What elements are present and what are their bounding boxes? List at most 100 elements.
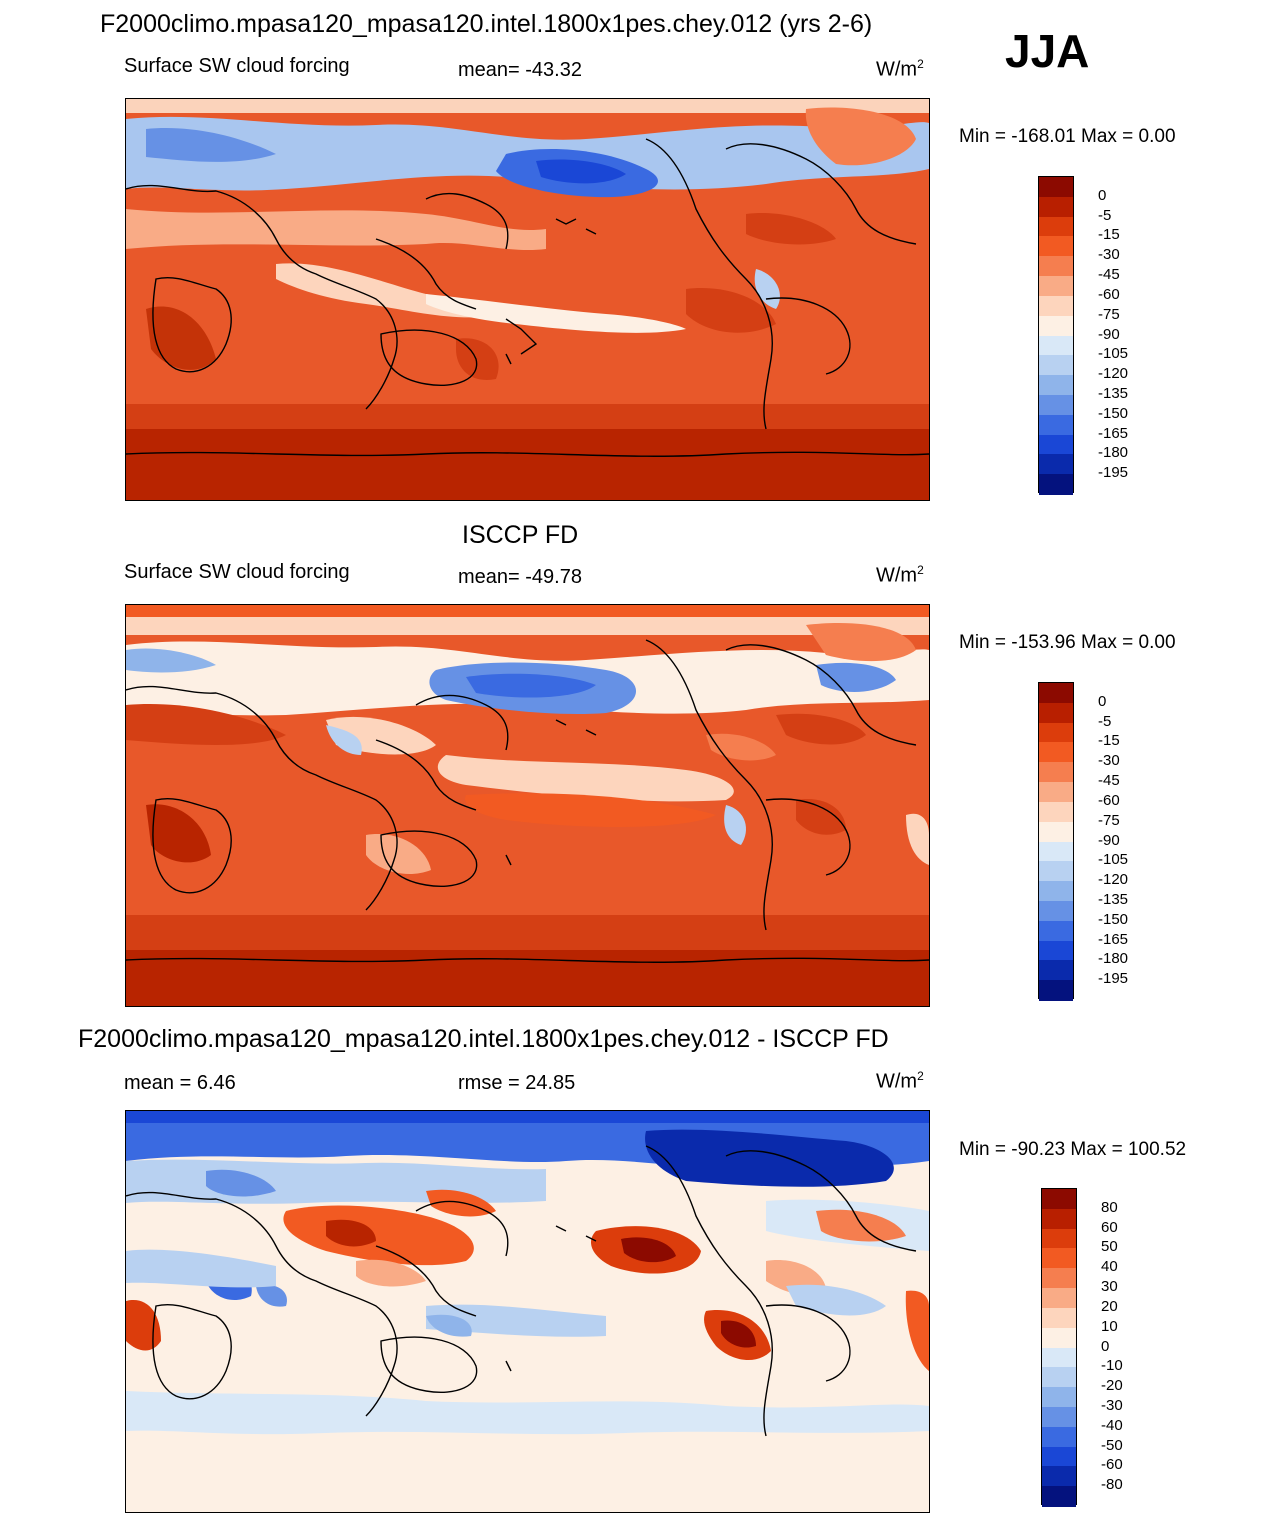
colorbar-level-label: 30 <box>1101 1278 1118 1296</box>
colorbar-level-label: -180 <box>1098 444 1129 462</box>
colorbar-level-label: -5 <box>1098 206 1112 224</box>
colorbar-level-label: 60 <box>1101 1218 1118 1236</box>
colorbar-level-label: 0 <box>1101 1337 1110 1355</box>
colorbar-level-label: -150 <box>1098 910 1129 928</box>
panel-model-title: F2000climo.mpasa120_mpasa120.intel.1800x… <box>100 10 873 38</box>
colorbar-level-label: -30 <box>1098 752 1120 770</box>
colorbar-level-label: -195 <box>1098 464 1129 482</box>
colorbar-swatch <box>1039 474 1073 495</box>
panel-diff-minmax: Min = -90.23 Max = 100.52 <box>959 1139 1187 1160</box>
colorbar-level-label: 20 <box>1101 1297 1118 1315</box>
panel-obs-mean-label: mean= -49.78 <box>458 566 582 588</box>
colorbar-swatch <box>1042 1327 1076 1348</box>
colorbar-swatch <box>1039 980 1073 1001</box>
colorbar-level-label: -30 <box>1101 1396 1123 1414</box>
colorbar-swatch <box>1042 1248 1076 1269</box>
panel-obs-units: W/m2 <box>876 563 924 587</box>
colorbar-swatch <box>1042 1208 1076 1230</box>
panel-model-mean-label: mean= -43.32 <box>458 59 582 81</box>
colorbar-level-label: -20 <box>1101 1377 1123 1395</box>
colorbar-swatch <box>1042 1387 1076 1408</box>
colorbar-swatch <box>1042 1268 1076 1289</box>
colorbar-level-label: -180 <box>1098 950 1129 968</box>
colorbar-swatch <box>1039 960 1073 981</box>
colorbar-level-label: -50 <box>1101 1436 1123 1454</box>
colorbar-swatch <box>1039 196 1073 218</box>
colorbar-swatch <box>1039 920 1073 942</box>
colorbar-swatch <box>1039 861 1073 882</box>
colorbar-level-label: -60 <box>1098 285 1120 303</box>
colorbar-level-label: -40 <box>1101 1416 1123 1434</box>
colorbar-swatch <box>1039 702 1073 724</box>
colorbar-swatch <box>1039 177 1073 198</box>
colorbar-level-label: -15 <box>1098 226 1120 244</box>
panel-obs-variable-label: Surface SW cloud forcing <box>124 561 350 583</box>
colorbar-level-label: 50 <box>1101 1238 1118 1256</box>
panel-model-units: W/m2 <box>876 57 924 81</box>
colorbar-level-label: -75 <box>1098 811 1120 829</box>
colorbar-level-label: -195 <box>1098 970 1129 988</box>
colorbar-swatch <box>1039 276 1073 297</box>
colorbar-swatch <box>1042 1288 1076 1309</box>
colorbar-level-label: 40 <box>1101 1258 1118 1276</box>
colorbar-swatch <box>1039 742 1073 763</box>
colorbar-swatch <box>1039 256 1073 277</box>
colorbar-swatch <box>1039 355 1073 376</box>
panel-obs-title: ISCCP FD <box>462 521 579 549</box>
panel-obs-colorbar <box>1038 682 1074 1001</box>
colorbar-swatch <box>1042 1347 1076 1368</box>
colorbar-swatch <box>1039 762 1073 783</box>
season-label: JJA <box>1005 25 1090 77</box>
colorbar-swatch <box>1039 236 1073 257</box>
colorbar-level-label: -60 <box>1101 1456 1123 1474</box>
colorbar-swatch <box>1042 1307 1076 1329</box>
colorbar-level-label: -15 <box>1098 732 1120 750</box>
colorbar-level-label: -90 <box>1098 325 1120 343</box>
colorbar-swatch <box>1039 295 1073 317</box>
colorbar-level-label: 80 <box>1101 1198 1118 1216</box>
colorbar-level-label: -30 <box>1098 246 1120 264</box>
colorbar-swatch <box>1042 1426 1076 1448</box>
colorbar-swatch <box>1039 801 1073 823</box>
colorbar-swatch <box>1039 940 1073 961</box>
colorbar-level-label: -5 <box>1098 712 1112 730</box>
panel-model-variable-label: Surface SW cloud forcing <box>124 55 350 77</box>
colorbar-level-label: -165 <box>1098 424 1129 442</box>
colorbar-level-label: -80 <box>1101 1476 1123 1494</box>
colorbar-swatch <box>1042 1446 1076 1467</box>
colorbar-swatch <box>1042 1228 1076 1249</box>
colorbar-swatch <box>1039 335 1073 356</box>
panel-diff-colorbar <box>1041 1188 1077 1507</box>
colorbar-level-label: -135 <box>1098 890 1129 908</box>
colorbar-level-label: -135 <box>1098 384 1129 402</box>
colorbar-level-label: 0 <box>1098 186 1107 204</box>
colorbar-level-label: -10 <box>1101 1357 1123 1375</box>
colorbar-swatch <box>1039 821 1073 842</box>
colorbar-level-label: -165 <box>1098 930 1129 948</box>
colorbar-level-label: -105 <box>1098 851 1129 869</box>
colorbar-swatch <box>1042 1466 1076 1487</box>
colorbar-swatch <box>1039 394 1073 416</box>
colorbar-swatch <box>1042 1486 1076 1507</box>
colorbar-swatch <box>1039 434 1073 455</box>
panel-obs-minmax: Min = -153.96 Max = 0.00 <box>959 632 1176 653</box>
colorbar-swatch <box>1039 881 1073 902</box>
panel-model-minmax: Min = -168.01 Max = 0.00 <box>959 126 1176 147</box>
colorbar-level-label: -150 <box>1098 404 1129 422</box>
colorbar-level-label: -45 <box>1098 772 1120 790</box>
colorbar-level-label: -105 <box>1098 345 1129 363</box>
colorbar-level-label: -120 <box>1098 871 1129 889</box>
colorbar-level-label: -45 <box>1098 266 1120 284</box>
colorbar-swatch <box>1042 1406 1076 1428</box>
colorbar-level-label: -60 <box>1098 791 1120 809</box>
colorbar-swatch <box>1039 841 1073 862</box>
colorbar-level-label: -120 <box>1098 365 1129 383</box>
colorbar-level-label: -90 <box>1098 831 1120 849</box>
colorbar-level-label: -75 <box>1098 305 1120 323</box>
panel-diff-mean-label: mean = 6.46 <box>124 1072 236 1094</box>
colorbar-swatch <box>1039 414 1073 436</box>
colorbar-swatch <box>1039 454 1073 475</box>
panel-diff-rmse-label: rmse = 24.85 <box>458 1072 576 1094</box>
colorbar-level-label: 0 <box>1098 692 1107 710</box>
panel-diff-map <box>125 1110 930 1513</box>
